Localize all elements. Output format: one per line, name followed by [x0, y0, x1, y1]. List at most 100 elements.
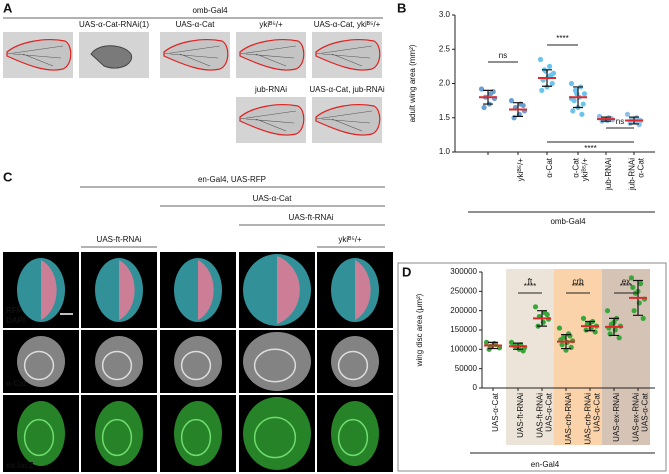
wing-veins — [315, 45, 373, 67]
condition-label: UAS-α-Cat, jub-RNAi — [309, 85, 385, 94]
y-tick-label: 300000 — [450, 267, 477, 276]
x-tick-label: UAS-ex-RNAi — [632, 393, 641, 442]
channel-label: α-Cat — [6, 379, 27, 388]
genotype-header: ykiᴮ⁵/+ — [338, 235, 362, 244]
wing-veins — [239, 45, 297, 67]
group-label: en-Gal4 — [531, 460, 560, 469]
data-point — [627, 120, 633, 126]
data-point — [628, 275, 635, 281]
data-point — [483, 339, 490, 345]
tissue-pouch — [23, 350, 55, 381]
group-region — [506, 269, 554, 445]
condition-label: ykiᴮ⁵/+ — [259, 20, 283, 29]
data-point — [549, 80, 555, 87]
data-point — [481, 104, 487, 111]
data-point — [638, 281, 644, 287]
data-point — [631, 308, 637, 314]
y-tick-label: 50000 — [455, 364, 478, 373]
x-tick-label: UAS-crb-RNAi — [584, 393, 593, 445]
x-tick-label: α-Cat — [545, 157, 554, 178]
data-point — [583, 327, 589, 333]
data-point — [548, 72, 554, 78]
y-tick-label: 3.0 — [439, 10, 451, 19]
data-point — [640, 315, 646, 321]
data-point — [508, 98, 515, 104]
x-tick-label: α-Cat — [572, 157, 581, 178]
x-tick-label: jub-RNAi — [604, 158, 613, 191]
tissue-pouch — [180, 350, 212, 381]
data-point — [579, 111, 585, 117]
panel-letter: C — [3, 169, 13, 184]
genotype-header: UAS-ft-RNAi — [289, 213, 334, 222]
significance-label: **** — [620, 282, 632, 291]
genotype-header: omb-Gal4 — [192, 6, 228, 15]
tissue — [174, 336, 222, 387]
data-point — [580, 315, 587, 321]
condition-label: UAS-α-Cat, ykiᴮ⁵/+ — [314, 20, 381, 29]
y-tick-label: 250000 — [450, 286, 477, 295]
significance-label: ns — [499, 51, 507, 60]
data-point — [581, 91, 588, 97]
tissue-pouch — [101, 350, 133, 381]
region-label: ft — [528, 277, 533, 286]
genotype-header: UAS-α-Cat — [253, 194, 293, 203]
data-point — [544, 311, 550, 318]
condition-label: UAS-α-Cat — [176, 20, 216, 29]
x-tick-label: α-Cat — [637, 157, 646, 178]
rfp-domain — [119, 260, 135, 320]
condition-label: UAS-α-Cat-RNAi(1) — [79, 20, 149, 29]
rfp-domain — [277, 256, 300, 324]
y-tick-label: 200000 — [450, 306, 477, 315]
wing-veins — [163, 45, 221, 67]
y-tick-label: 0 — [473, 383, 478, 392]
data-point — [592, 329, 598, 335]
region-label: ex — [622, 277, 630, 286]
y-tick-label: 1.0 — [439, 147, 451, 156]
data-point — [596, 113, 603, 119]
data-point — [568, 344, 574, 350]
x-tick-label: UAS-α-Cat — [593, 392, 602, 432]
genotype-header: UAS-ft-RNAi — [97, 235, 142, 244]
x-tick-label: UAS-α-Cat — [491, 392, 500, 432]
rfp-domain — [355, 260, 371, 320]
data-point — [544, 84, 550, 90]
data-point — [556, 325, 563, 331]
panel-letter: B — [397, 0, 406, 15]
channel-label: RFP — [6, 306, 23, 315]
data-point — [520, 102, 526, 109]
data-point — [532, 304, 539, 310]
y-tick-label: 150000 — [450, 325, 477, 334]
y-tick-label: 100000 — [450, 344, 477, 353]
tissue-pouch — [180, 418, 212, 457]
significance-label: **** — [556, 34, 568, 43]
significance-label: **** — [524, 282, 536, 291]
data-point — [570, 108, 576, 114]
wing-veins — [239, 110, 297, 132]
x-tick-label: UAS-α-Cat — [641, 392, 650, 432]
tissue-pouch — [101, 418, 133, 457]
data-point — [486, 346, 492, 352]
tissue-pouch — [23, 418, 55, 457]
data-point — [559, 342, 565, 348]
panel-frame — [397, 262, 667, 472]
rfp-domain — [198, 260, 214, 320]
tissue — [331, 336, 379, 387]
data-point — [580, 101, 586, 107]
wing-veins — [6, 45, 64, 67]
data-point — [539, 87, 545, 93]
group-label: omb-Gal4 — [550, 217, 586, 226]
channel-label: ex-lacZ — [6, 461, 34, 470]
data-point — [568, 80, 575, 87]
wing-veins — [315, 110, 373, 132]
x-tick-label: ykiᴮ⁵/+ — [516, 158, 525, 182]
x-tick-label: UAS-ex-RNAi — [612, 393, 621, 442]
panel-letter: D — [402, 264, 411, 279]
y-tick-label: 2.0 — [439, 79, 451, 88]
significance-label: **** — [572, 282, 584, 291]
region-label: crb — [572, 277, 584, 286]
tissue-pouch — [253, 348, 297, 383]
tissue — [17, 336, 65, 387]
tissue — [243, 397, 311, 470]
data-point — [624, 111, 631, 117]
